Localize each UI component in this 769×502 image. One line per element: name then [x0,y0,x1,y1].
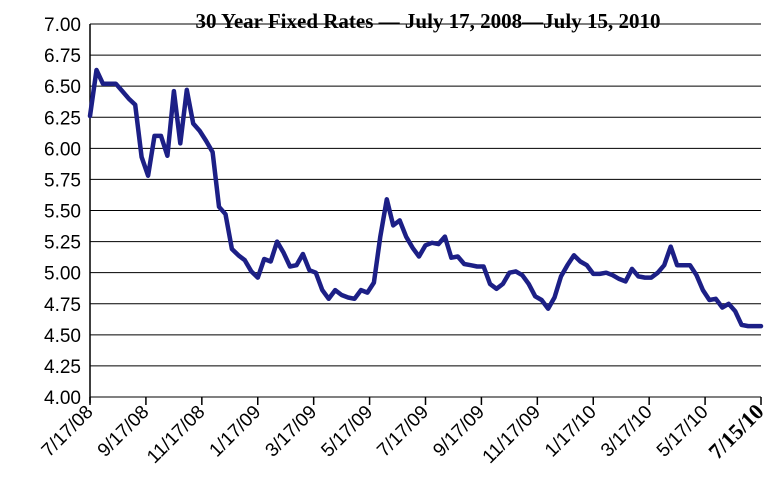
x-tick-label: 1/17/09 [206,402,266,462]
x-tick-label: 1/17/10 [541,402,601,462]
y-tick-label: 6.50 [44,77,81,98]
x-tick-label: 7/15/10 [703,399,768,464]
series-group [87,67,764,329]
chart-title: 30 Year Fixed Rates — July 17, 2008—July… [196,9,661,33]
y-tick-label: 4.00 [44,388,81,409]
x-tick-label: 3/17/09 [262,402,322,462]
y-tick-label: 7.00 [44,15,81,36]
y-tick-label: 6.75 [44,46,81,67]
x-tick-label: 11/17/08 [143,402,209,468]
x-tick-label: 11/17/09 [479,402,545,468]
x-tick-label: 5/17/10 [653,402,713,462]
y-tick-label: 4.50 [44,326,81,347]
y-tick-label: 5.75 [44,170,81,191]
x-tick-label: 3/17/10 [597,402,657,462]
y-tick-label: 6.00 [44,139,81,160]
y-tick-label: 5.25 [44,233,81,254]
y-axis-ticks: 4.00 4.25 4.50 4.75 5.00 5.25 5.50 5.75 6.00 6.25… [44,15,81,409]
y-tick-label: 6.25 [44,108,81,129]
y-tick-label: 5.00 [44,264,81,285]
y-tick-label: 4.75 [44,295,81,316]
series-line [87,67,764,329]
gridlines [90,23,761,398]
x-tick-label: 7/17/08 [38,402,98,462]
x-tick-label: 7/17/09 [373,402,433,462]
x-tick-label: 5/17/09 [317,402,377,462]
y-tick-label: 4.25 [44,357,81,378]
y-tick-label: 5.50 [44,202,81,223]
x-axis-ticks: 7/17/089/17/0811/17/081/17/093/17/095/17… [38,397,769,468]
